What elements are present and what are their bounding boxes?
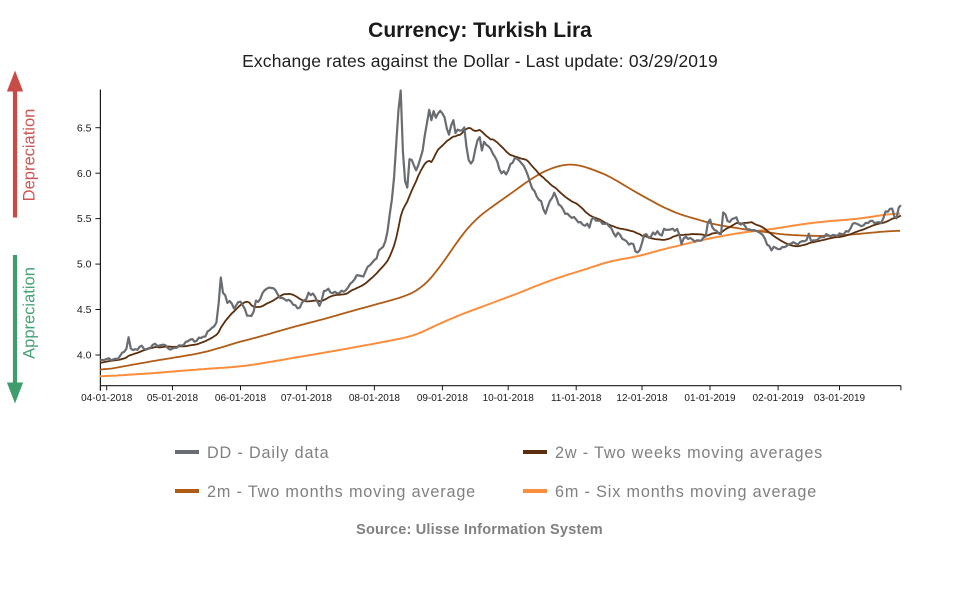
svg-text:01-01-2019: 01-01-2019 (684, 393, 736, 404)
svg-text:5.5: 5.5 (77, 213, 92, 225)
svg-text:Depreciation: Depreciation (21, 109, 39, 202)
svg-text:05-01-2018: 05-01-2018 (147, 393, 199, 404)
svg-text:07-01-2018: 07-01-2018 (281, 393, 333, 404)
svg-text:6.0: 6.0 (77, 168, 92, 180)
svg-text:06-01-2018: 06-01-2018 (215, 393, 267, 404)
svg-text:4.5: 4.5 (77, 304, 92, 316)
svg-text:4.0: 4.0 (77, 350, 92, 362)
svg-text:10-01-2018: 10-01-2018 (483, 393, 535, 404)
svg-text:Appreciation: Appreciation (21, 267, 39, 359)
svg-text:08-01-2018: 08-01-2018 (349, 393, 401, 404)
svg-text:5.0: 5.0 (77, 259, 92, 271)
svg-text:03-01-2019: 03-01-2019 (814, 393, 866, 404)
svg-text:09-01-2018: 09-01-2018 (417, 393, 469, 404)
svg-text:02-01-2019: 02-01-2019 (753, 393, 805, 404)
svg-text:12-01-2018: 12-01-2018 (616, 393, 668, 404)
svg-text:11-01-2018: 11-01-2018 (551, 393, 602, 404)
svg-text:04-01-2018: 04-01-2018 (81, 393, 133, 404)
svg-text:6.5: 6.5 (77, 122, 92, 134)
